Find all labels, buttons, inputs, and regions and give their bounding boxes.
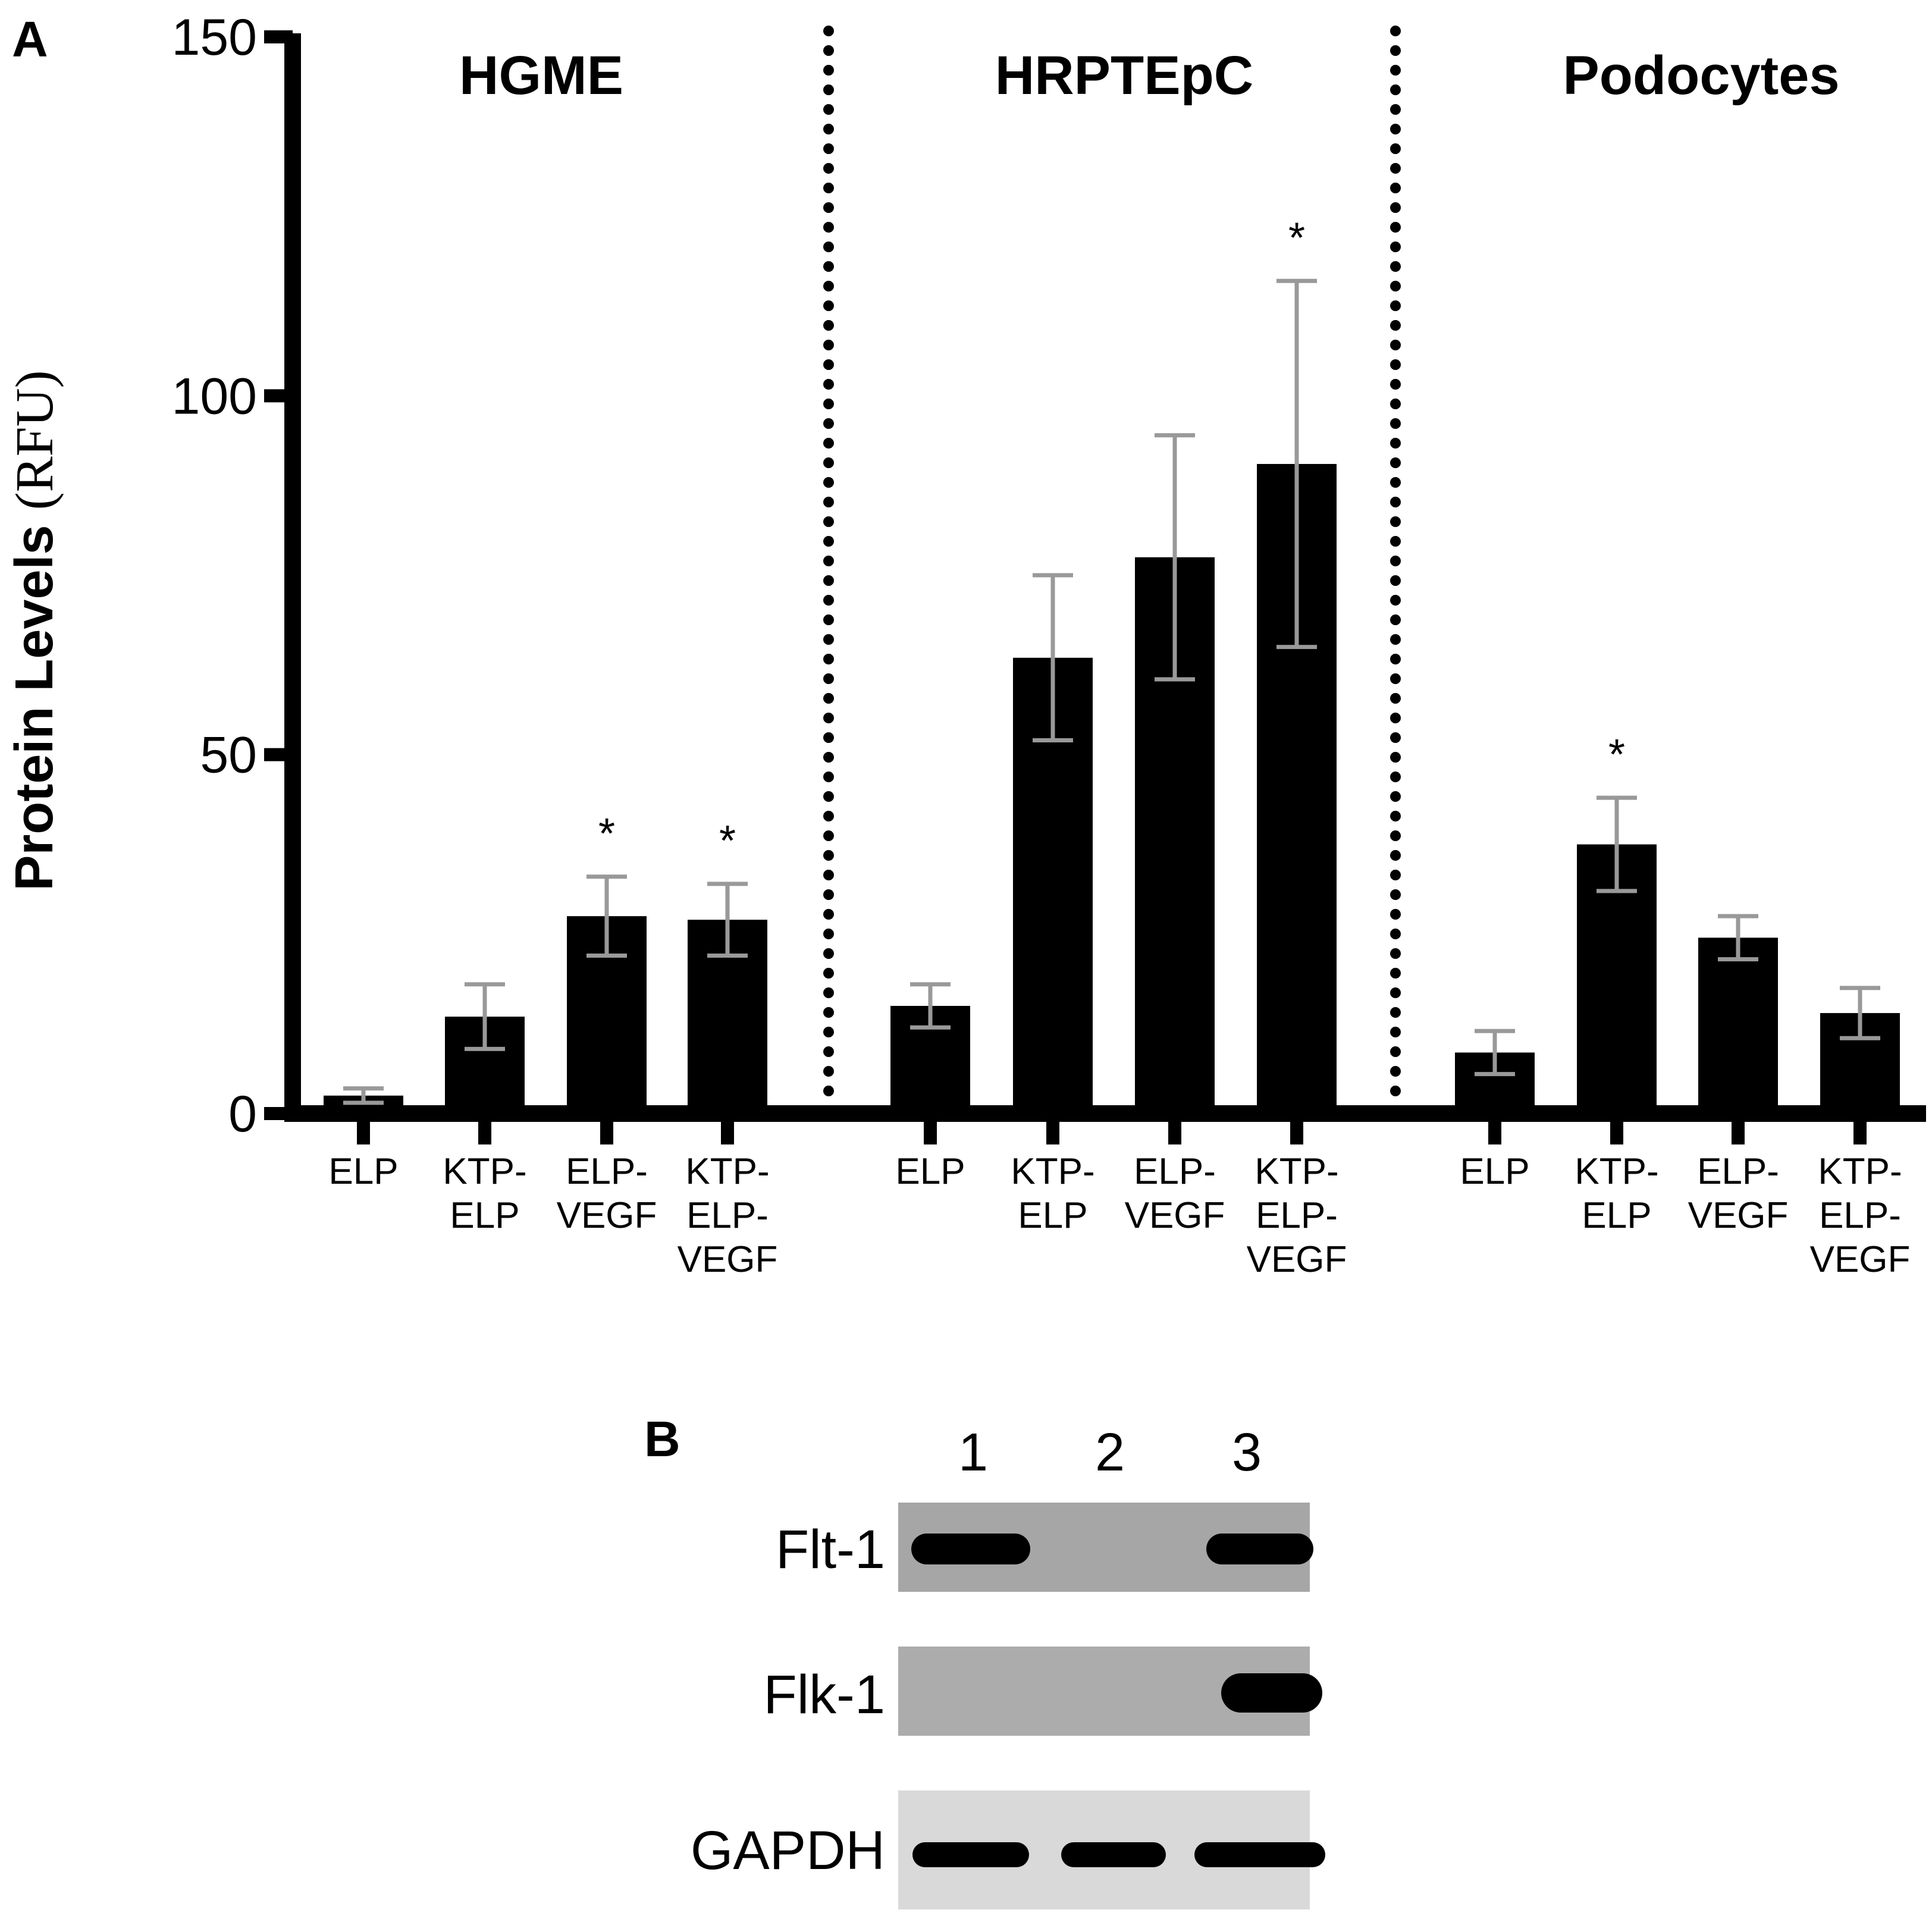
x-tick-label-line: ELP- bbox=[1134, 1151, 1216, 1192]
x-tick-label-line: VEGF bbox=[1247, 1239, 1347, 1280]
x-tick-label-line: KTP- bbox=[1575, 1151, 1658, 1192]
y-tick-label: 0 bbox=[228, 1086, 257, 1143]
y-tick-label: 50 bbox=[200, 727, 257, 784]
blot-row: GAPDH bbox=[691, 1790, 1325, 1909]
blot-band bbox=[911, 1534, 1030, 1564]
x-tick-label-line: KTP- bbox=[1254, 1151, 1338, 1192]
x-tick-label-line: VEGF bbox=[557, 1195, 657, 1236]
error-bar bbox=[1033, 573, 1073, 743]
significance-marker: * bbox=[598, 810, 615, 858]
lane-number: 1 bbox=[958, 1423, 988, 1482]
group-label: HGME bbox=[459, 45, 623, 106]
blot-row-label: GAPDH bbox=[691, 1820, 885, 1881]
x-tick-label-line: VEGF bbox=[678, 1239, 778, 1280]
x-tick-label: ELP-VEGF bbox=[1688, 1151, 1789, 1236]
x-tick-label-line: VEGF bbox=[1810, 1239, 1911, 1280]
x-tick-label-line: VEGF bbox=[1125, 1195, 1225, 1236]
panel-label-a: A bbox=[12, 11, 48, 67]
x-tick-label-line: KTP- bbox=[1011, 1151, 1094, 1192]
x-tick-label: ELP-VEGF bbox=[557, 1151, 657, 1236]
x-tick-label-line: ELP- bbox=[1697, 1151, 1779, 1192]
blot-band bbox=[912, 1842, 1029, 1867]
lane-number: 3 bbox=[1232, 1423, 1262, 1482]
x-tick-label-line: KTP- bbox=[1818, 1151, 1902, 1192]
x-tick-label-line: ELP bbox=[1018, 1195, 1087, 1236]
error-bar bbox=[343, 1086, 384, 1105]
x-tick-label-line: ELP- bbox=[1819, 1195, 1901, 1236]
western-blot: 1 2 3 Flt-1 Flk-1 GAPDH bbox=[691, 1423, 1325, 1909]
group-label: HRPTEpC bbox=[995, 45, 1253, 106]
x-tick-label: KTP-ELP bbox=[1011, 1151, 1094, 1236]
error-bar bbox=[1597, 795, 1637, 893]
blot-band bbox=[1206, 1534, 1313, 1564]
x-tick-label-line: ELP bbox=[328, 1151, 398, 1192]
y-axis-label: Protein Levels (RFU) bbox=[5, 370, 64, 890]
group-label: Podocytes bbox=[1563, 45, 1839, 106]
y-axis-label-unit: (RFU) bbox=[5, 370, 64, 510]
x-tick-label: KTP-ELP bbox=[443, 1151, 526, 1236]
x-tick-label: ELP bbox=[895, 1151, 965, 1192]
panel-label-b: B bbox=[644, 1411, 680, 1467]
x-tick-label: KTP-ELP-VEGF bbox=[678, 1151, 778, 1280]
significance-marker: * bbox=[719, 817, 736, 865]
blot-row-label: Flt-1 bbox=[776, 1519, 885, 1580]
x-tick-label: ELP bbox=[1460, 1151, 1529, 1192]
x-tick-label-line: ELP bbox=[1582, 1195, 1651, 1236]
blot-band bbox=[1061, 1842, 1166, 1867]
x-tick-label: ELP bbox=[328, 1151, 398, 1192]
x-tick-label-line: KTP- bbox=[443, 1151, 526, 1192]
y-tick-label: 100 bbox=[172, 368, 258, 425]
x-tick-label-line: KTP- bbox=[685, 1151, 769, 1192]
blot-band bbox=[1221, 1673, 1322, 1713]
x-tick-label-line: VEGF bbox=[1688, 1195, 1789, 1236]
error-bar bbox=[465, 982, 505, 1051]
error-bar bbox=[707, 882, 748, 958]
blot-row: Flt-1 bbox=[776, 1503, 1313, 1592]
blot-band bbox=[1194, 1842, 1325, 1867]
error-bar bbox=[1718, 914, 1758, 962]
error-bar bbox=[586, 874, 627, 958]
significance-marker: * bbox=[1288, 214, 1305, 262]
x-tick-label-line: ELP- bbox=[1256, 1195, 1338, 1236]
y-axis-label-main: Protein Levels bbox=[5, 510, 64, 890]
x-tick-label-line: ELP- bbox=[566, 1151, 648, 1192]
blot-row: Flk-1 bbox=[764, 1647, 1322, 1736]
x-tick-label: KTP-ELP bbox=[1575, 1151, 1658, 1236]
error-bar bbox=[1155, 433, 1195, 682]
significance-marker: * bbox=[1608, 731, 1625, 779]
bar bbox=[1698, 937, 1778, 1114]
lane-number: 2 bbox=[1095, 1423, 1125, 1482]
x-tick-label: KTP-ELP-VEGF bbox=[1810, 1151, 1911, 1280]
x-tick-label: ELP-VEGF bbox=[1125, 1151, 1225, 1236]
y-tick-label: 150 bbox=[172, 9, 258, 66]
error-bar bbox=[1840, 986, 1880, 1040]
error-bar bbox=[1276, 278, 1317, 650]
x-tick-label-line: ELP bbox=[1460, 1151, 1529, 1192]
x-tick-label-line: ELP bbox=[895, 1151, 965, 1192]
blot-row-label: Flk-1 bbox=[764, 1664, 885, 1725]
error-bar bbox=[1475, 1028, 1515, 1077]
x-tick-label: KTP-ELP-VEGF bbox=[1247, 1151, 1347, 1280]
x-tick-label-line: ELP- bbox=[686, 1195, 769, 1236]
x-tick-label-line: ELP bbox=[450, 1195, 519, 1236]
error-bar bbox=[910, 982, 951, 1030]
